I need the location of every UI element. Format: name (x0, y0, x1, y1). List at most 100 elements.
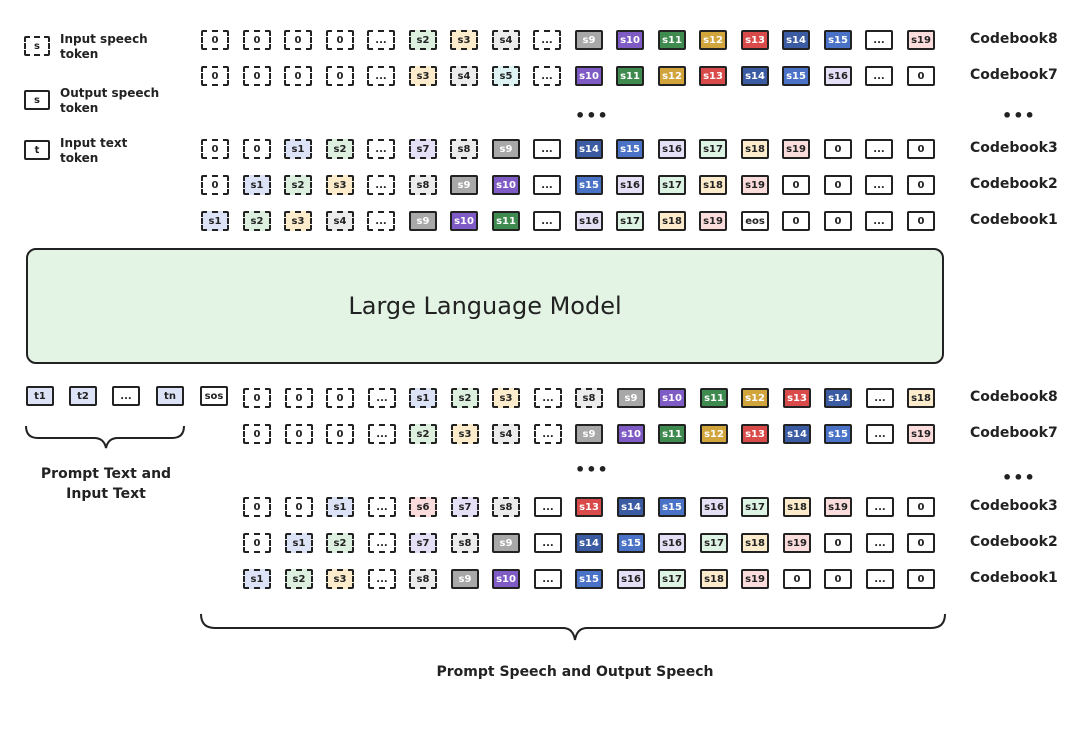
input-speech-token: s18 (783, 497, 811, 517)
input-speech-token: 0 (907, 497, 935, 517)
output-token: s10 (450, 211, 478, 231)
output-token: s1 (284, 139, 312, 159)
output-token: s9 (492, 139, 520, 159)
input-speech-token: s1 (326, 497, 354, 517)
ellipsis-bottom-right: ••• (1002, 468, 1036, 487)
input-speech-token: s2 (326, 533, 354, 553)
input-speech-token: ... (534, 424, 562, 444)
output-token: 0 (201, 175, 229, 195)
input-speech-token: s12 (741, 388, 769, 408)
input-speech-token: ... (368, 388, 396, 408)
input-speech-token: s10 (658, 388, 686, 408)
input-speech-token: 0 (243, 497, 271, 517)
input-speech-token: s8 (492, 497, 520, 517)
input-speech-token: ... (534, 569, 562, 589)
output-token: 0 (907, 175, 935, 195)
input-speech-token: s2 (285, 569, 313, 589)
output-token: s10 (616, 30, 644, 50)
output-token: s4 (450, 66, 478, 86)
output-token: s15 (782, 66, 810, 86)
output-token: s18 (741, 139, 769, 159)
input-speech-token: s3 (326, 569, 354, 589)
input-speech-token: ... (368, 533, 396, 553)
output-token: 0 (907, 66, 935, 86)
output-token: 0 (824, 175, 852, 195)
output-token: s5 (492, 66, 520, 86)
input-speech-token: s3 (451, 424, 479, 444)
output-token: s11 (492, 211, 520, 231)
input-speech-token: 0 (907, 533, 935, 553)
input-speech-token: s16 (617, 569, 645, 589)
legend-label: Input speech token (60, 32, 148, 61)
output-token: 0 (824, 211, 852, 231)
input-speech-token: s19 (783, 533, 811, 553)
ellipsis-top-middle: ••• (575, 106, 609, 125)
output-token: s16 (575, 211, 603, 231)
input-speech-token: 0 (824, 533, 852, 553)
left-brace (25, 425, 185, 449)
input-speech-token: ... (866, 388, 894, 408)
output-token: ... (865, 211, 893, 231)
output-token: s11 (616, 66, 644, 86)
output-token: ... (367, 30, 395, 50)
input-speech-token: s18 (907, 388, 935, 408)
output-token: ... (533, 66, 561, 86)
input-speech-token: ... (534, 497, 562, 517)
input-speech-token: s6 (409, 497, 437, 517)
output-token: s1 (243, 175, 271, 195)
output-token: s3 (450, 30, 478, 50)
sos-token: sos (200, 386, 228, 406)
input-speech-token: ... (866, 533, 894, 553)
legend-label: Output speech token (60, 86, 160, 115)
input-speech-token: s19 (907, 424, 935, 444)
input-speech-token: 0 (824, 569, 852, 589)
output-token: s12 (658, 66, 686, 86)
input-speech-token: s15 (824, 424, 852, 444)
input-speech-token: s15 (617, 533, 645, 553)
input-speech-token: 0 (243, 388, 271, 408)
output-token: ... (865, 66, 893, 86)
legend-item-input-speech: s Input speech token (24, 32, 160, 62)
input-speech-token: 0 (243, 533, 271, 553)
output-token: 0 (907, 139, 935, 159)
output-token: s19 (907, 30, 935, 50)
input-speech-token: s2 (409, 424, 437, 444)
output-token: 0 (243, 139, 271, 159)
output-speech-token-sample: s (24, 90, 50, 110)
input-speech-token: s8 (575, 388, 603, 408)
output-token: 0 (201, 30, 229, 50)
output-token: s15 (575, 175, 603, 195)
input-speech-token: s19 (824, 497, 852, 517)
output-token: 0 (243, 30, 271, 50)
output-token: s9 (575, 30, 603, 50)
output-token: s14 (575, 139, 603, 159)
input-speech-token: 0 (285, 424, 313, 444)
input-speech-token: ... (368, 569, 396, 589)
output-token: s3 (326, 175, 354, 195)
output-token: s4 (326, 211, 354, 231)
ellipsis-top-right: ••• (1002, 106, 1036, 125)
input-speech-token: s16 (700, 497, 728, 517)
input-speech-token: ... (866, 424, 894, 444)
input-speech-token: s9 (492, 533, 520, 553)
output-token: ... (865, 175, 893, 195)
output-token: s18 (699, 175, 727, 195)
input-speech-token: 0 (243, 424, 271, 444)
output-token: eos (741, 211, 769, 231)
output-token: ... (367, 211, 395, 231)
codebook-label: Codebook7 (970, 425, 1058, 441)
codebook-label: Codebook8 (970, 389, 1058, 405)
codebook-label: Codebook3 (970, 498, 1058, 514)
input-speech-token: s14 (617, 497, 645, 517)
output-token: ... (367, 139, 395, 159)
output-token: 0 (907, 211, 935, 231)
output-token: ... (533, 175, 561, 195)
input-speech-token: s10 (617, 424, 645, 444)
output-token: s2 (326, 139, 354, 159)
codebook-label: Codebook3 (970, 140, 1058, 156)
output-token: s15 (824, 30, 852, 50)
output-token: 0 (326, 30, 354, 50)
input-speech-token: s7 (451, 497, 479, 517)
output-token: s2 (243, 211, 271, 231)
